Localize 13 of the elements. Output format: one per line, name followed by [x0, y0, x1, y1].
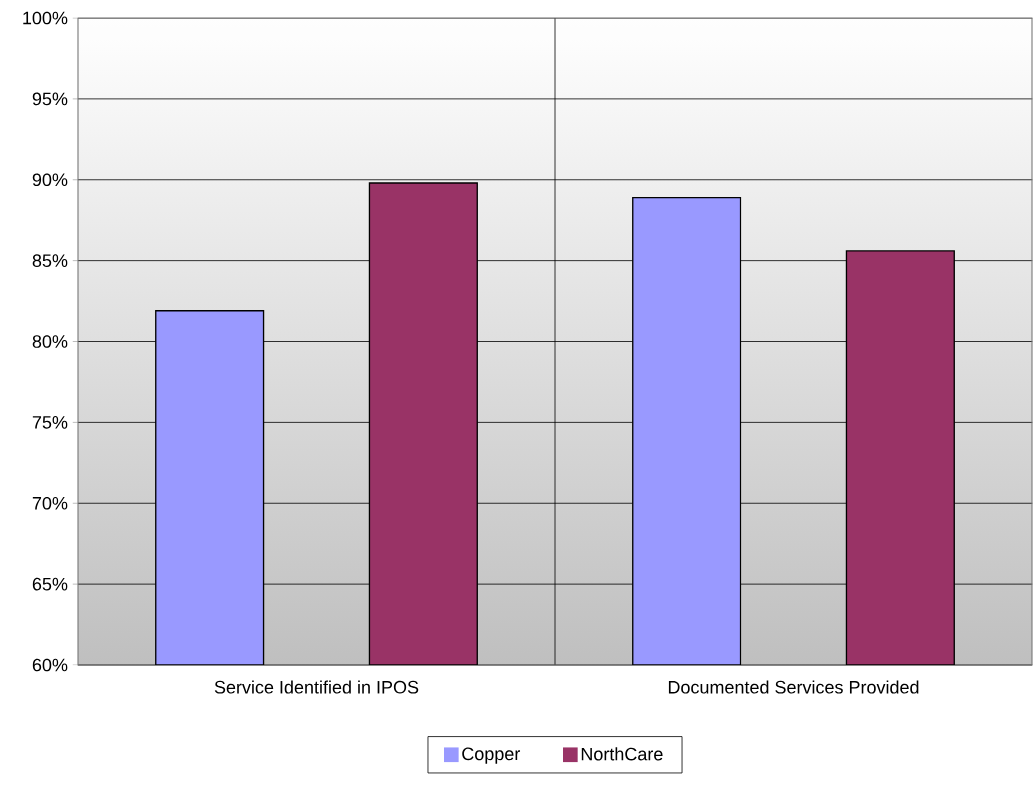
y-tick-label: 60% [32, 658, 68, 672]
legend-label: Copper [462, 747, 521, 764]
y-tick-label: 70% [32, 496, 68, 510]
y-tick-label: 100% [23, 11, 68, 25]
y-tick-label: 85% [32, 254, 68, 267]
legend-label: NorthCare [581, 747, 663, 761]
y-tick-label: 75% [32, 416, 68, 429]
y-tick-label: 65% [32, 577, 68, 591]
y-tick-label: 80% [32, 335, 68, 348]
x-tick-label: Documented Services Provided [668, 680, 919, 694]
x-tick-label: Service Identified in IPOS [214, 680, 419, 694]
y-tick-label: 90% [32, 173, 68, 187]
y-tick-label: 95% [32, 92, 68, 106]
